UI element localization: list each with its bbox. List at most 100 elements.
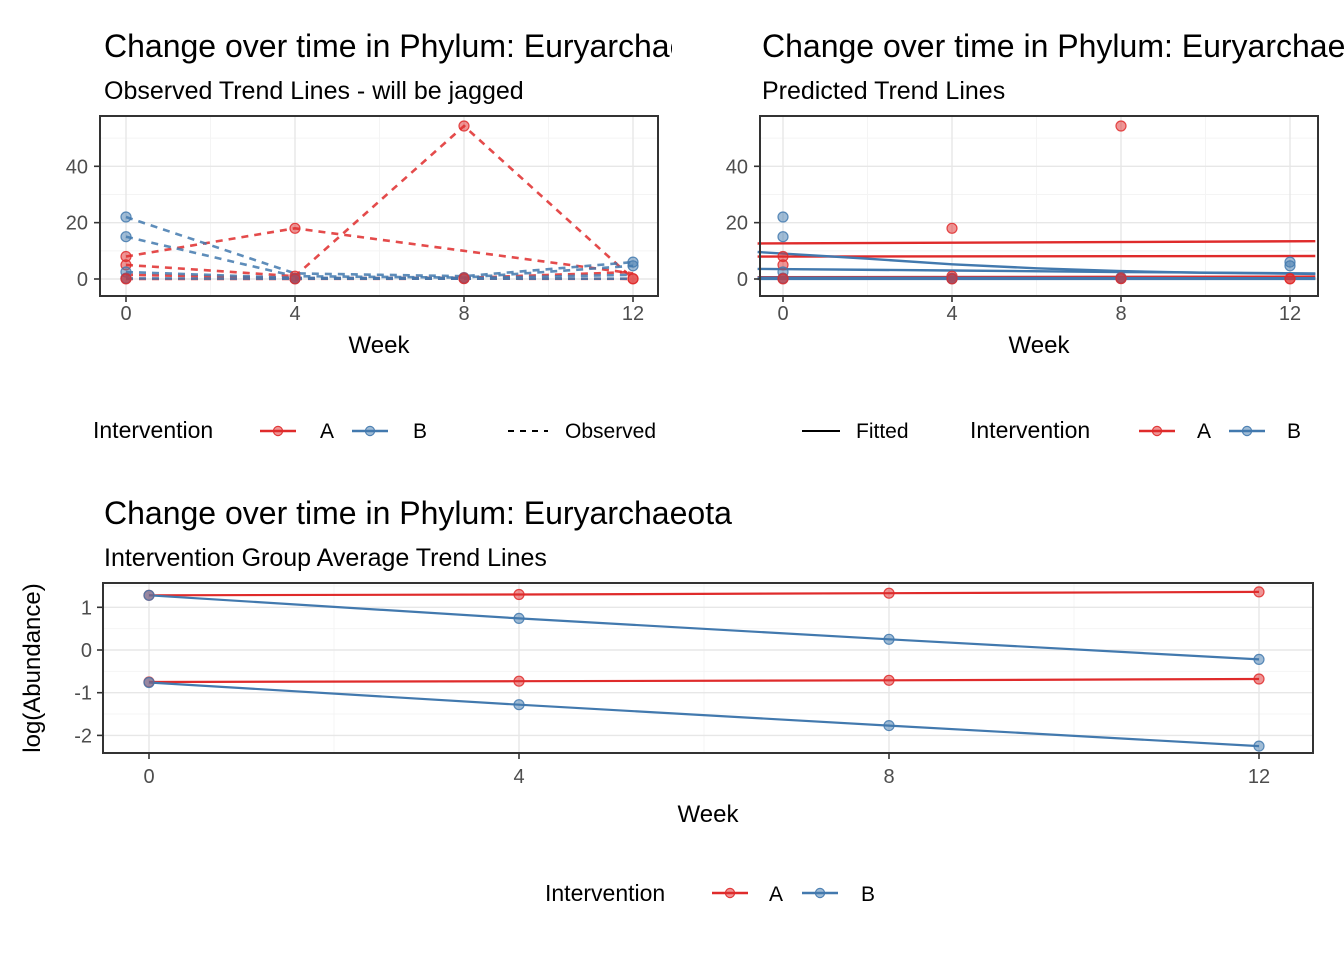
legend-key-dot-a [1151,425,1163,437]
legend-label-b: B [861,883,875,906]
legend-title: Intervention [545,880,665,906]
trend-line-b [148,681,1260,748]
legend-title: Intervention [93,417,213,443]
axes: 0 4 8 12 0 20 40 [726,156,1301,325]
legend: Intervention A B [545,880,875,906]
data-point-b [883,719,895,732]
y-tick-label: 20 [726,213,748,235]
plot-panel: 0 4 8 12 0 20 40 [66,115,659,325]
data-point-a [1253,673,1265,685]
data-point-b [777,211,789,223]
y-tick-label: -1 [74,683,92,705]
x-tick-label: 8 [883,766,894,788]
trend-line-a [757,240,1316,245]
legend-label-observed: Observed [565,420,656,443]
chart-predicted: Change over time in Phylum: Euryarchaeot… [726,28,1344,443]
legend-label-b: B [413,420,427,443]
x-tick-label: 4 [289,303,300,325]
x-tick-label: 4 [946,303,957,325]
trend-line-a [148,677,1260,684]
legend-label-a: A [769,883,783,906]
data-point-b [1253,740,1265,752]
y-tick-label: 0 [737,269,748,291]
y-tick-label: 1 [81,597,92,619]
gridlines-minor [100,116,658,296]
data-point-b [120,231,132,243]
data-point-b [120,211,132,223]
data-point-b [883,633,895,645]
data-points [120,120,639,285]
y-tick-label: 40 [726,156,748,178]
chart-observed: Change over time in Phylum: Euryarchaeot… [66,28,732,443]
chart-title: Change over time in Phylum: Euryarchaeot… [104,495,732,531]
chart-average: Change over time in Phylum: Euryarchaeot… [19,495,1314,906]
data-point-a [120,273,132,285]
trend-lines [148,590,1260,748]
legend-label-a: A [320,420,334,443]
x-tick-label: 0 [143,766,154,788]
data-point-b [777,231,789,243]
data-point-a [1284,273,1296,285]
trend-line-b [125,215,634,278]
data-point-a [513,675,525,687]
panel-background [103,583,1313,753]
x-axis-title: Week [678,801,740,828]
x-tick-label: 8 [1115,303,1126,325]
legend: Intervention A B Observed [93,417,656,443]
y-axis-title: log(Abundance) [19,583,46,752]
legend-key-dot-a [724,887,736,899]
data-point-b [1284,260,1296,272]
data-point-a [946,222,958,234]
y-tick-label: 40 [66,156,88,178]
y-tick-label: -2 [74,725,92,747]
data-point-a [946,273,958,285]
data-point-a [777,273,789,285]
x-tick-label: 8 [458,303,469,325]
y-tick-label: 20 [66,213,88,235]
chart-title: Change over time in Phylum: Euryarchaeot… [762,28,1344,64]
x-axis-title: Week [1009,332,1071,359]
chart-title: Change over time in Phylum: Euryarchaeot… [104,28,732,64]
x-tick-label: 12 [1248,766,1270,788]
y-tick-label: 0 [81,640,92,662]
data-point-a [883,587,895,599]
panel-border [759,115,1319,297]
x-tick-label: 4 [513,766,524,788]
chart-subtitle: Observed Trend Lines - will be jagged [104,77,524,105]
x-axis-title: Week [349,332,411,359]
x-tick-label: 12 [1279,303,1301,325]
legend-key-dot-a [272,425,284,437]
legend-title: Intervention [970,417,1090,443]
data-point-b [143,589,155,601]
y-tick-label: 0 [77,269,88,291]
data-points [777,120,1296,285]
legend-label-a: A [1197,420,1211,443]
trend-line-b [148,594,1260,661]
data-point-a [883,674,895,686]
legend-label-b: B [1287,420,1301,443]
trend-line-a [125,124,634,280]
data-point-a [1115,120,1127,132]
legend-key-dot-b [1241,425,1253,437]
legend-key-dot-b [814,887,826,899]
data-point-a [1253,586,1265,598]
trend-lines [757,240,1316,281]
plot-panel: 0 4 8 12 1 0 -1 -2 [74,582,1314,788]
x-tick-label: 0 [777,303,788,325]
axes: 0 4 8 12 1 0 -1 -2 [74,597,1270,788]
chart-subtitle: Predicted Trend Lines [762,77,1005,105]
x-tick-label: 12 [622,303,644,325]
axes: 0 4 8 12 0 20 40 [66,156,644,325]
trend-line-a [148,590,1260,597]
data-point-b [143,676,155,689]
data-point-a [1115,273,1127,285]
panel-background [760,116,1318,296]
legend-label-fitted: Fitted [856,420,909,443]
panel-border [99,115,659,297]
data-point-a [458,273,470,285]
legend: Fitted Intervention A B [802,417,1301,443]
plot-panel: 0 4 8 12 0 20 40 [726,115,1319,325]
data-points [143,586,1265,752]
